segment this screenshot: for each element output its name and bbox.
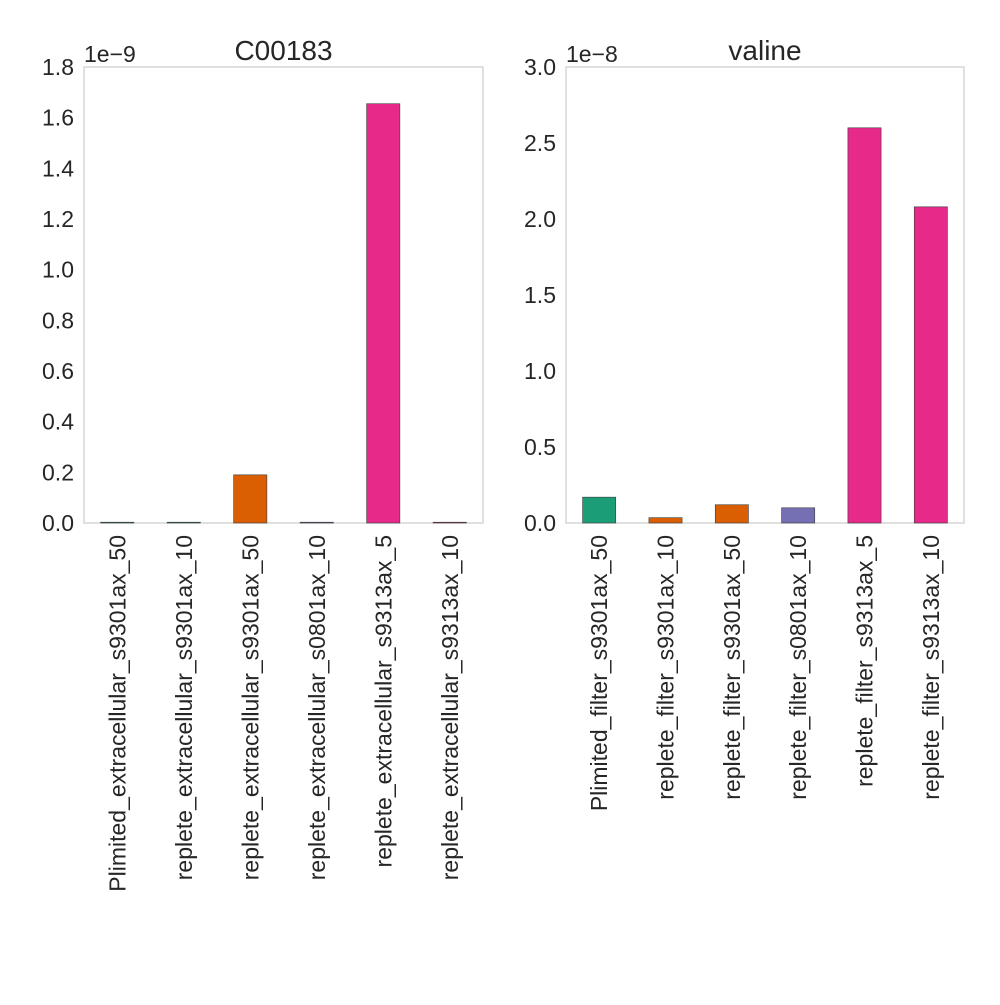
bar [299, 521, 334, 524]
y-tick-label: 0.2 [42, 459, 74, 485]
y-axis-offset-label: 1e−8 [566, 41, 618, 67]
y-tick-label: 0.0 [42, 510, 74, 536]
y-tick-label: 0.4 [42, 409, 74, 435]
y-tick-label: 1.4 [42, 155, 74, 181]
y-tick-label: 2.5 [524, 130, 556, 156]
bar [366, 103, 401, 524]
x-tick-label: replete_filter_s9313ax_5 [852, 535, 878, 787]
chart-title: valine [728, 35, 801, 66]
bar [166, 521, 201, 524]
x-tick-label: replete_filter_s9313ax_10 [918, 535, 944, 800]
x-tick-label: replete_filter_s0801ax_10 [785, 535, 811, 800]
y-tick-label: 1.0 [524, 358, 556, 384]
bar [648, 517, 683, 524]
bar [582, 496, 617, 524]
y-tick-label: 2.0 [524, 206, 556, 232]
y-tick-label: 1.8 [42, 54, 74, 80]
bar [100, 521, 135, 524]
x-tick-label: Plimited_extracellular_s9301ax_50 [104, 535, 130, 892]
plot-area-frame [83, 66, 484, 524]
y-tick-label: 0.5 [524, 434, 556, 460]
bar [847, 127, 882, 524]
x-tick-label: replete_filter_s9301ax_10 [653, 535, 679, 800]
x-tick-label: replete_extracellular_s9301ax_10 [171, 535, 197, 880]
bar [432, 521, 467, 524]
bar [233, 474, 268, 524]
plot-area-frame [565, 66, 965, 524]
y-tick-label: 1.0 [42, 257, 74, 283]
bar [913, 206, 948, 524]
y-tick-label: 0.8 [42, 307, 74, 333]
bar [781, 507, 816, 524]
y-tick-label: 0.6 [42, 358, 74, 384]
bar [714, 504, 749, 524]
y-tick-label: 0.0 [524, 510, 556, 536]
y-tick-label: 1.5 [524, 282, 556, 308]
x-tick-label: replete_extracellular_s9301ax_50 [237, 535, 263, 880]
y-tick-label: 1.6 [42, 105, 74, 131]
y-tick-label: 3.0 [524, 54, 556, 80]
chart-title: C00183 [234, 35, 332, 66]
x-tick-label: replete_extracellular_s0801ax_10 [304, 535, 330, 880]
x-tick-label: Plimited_filter_s9301ax_50 [586, 535, 612, 811]
x-tick-label: replete_filter_s9301ax_50 [719, 535, 745, 800]
y-tick-label: 1.2 [42, 206, 74, 232]
y-axis-offset-label: 1e−9 [84, 41, 136, 67]
x-tick-label: replete_extracellular_s9313ax_10 [437, 535, 463, 880]
x-tick-label: replete_extracellular_s9313ax_5 [370, 535, 396, 867]
